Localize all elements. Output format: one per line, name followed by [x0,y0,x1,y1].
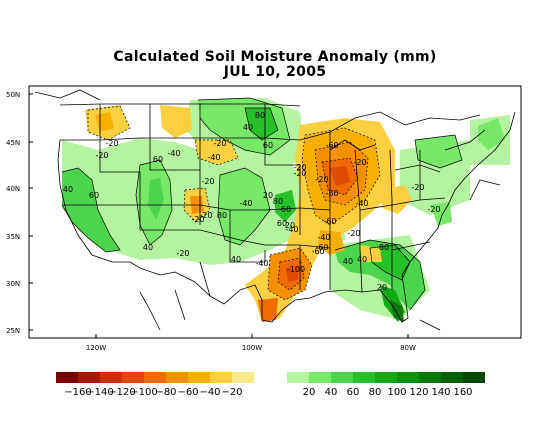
lon-label-80w: 80W [400,344,416,352]
lat-label-50n: 50N [6,91,20,99]
contour-label: 40 [357,255,367,264]
contour-label: -20 [293,169,306,178]
contour-label: 40 [63,185,73,194]
colorbar-label: −20 [221,387,242,398]
contour-label: 20 [285,221,295,230]
contour-label: -20 [213,139,226,148]
map-frame [28,85,522,339]
contour-label: -60 [323,217,336,226]
colorbar-swatch-wet-6 [419,372,441,383]
colorbar-swatch-wet-4 [375,372,397,383]
contour-label: -20 [293,163,306,172]
colorbar-swatch-dry-4 [144,372,166,383]
contour-label: 40 [143,243,153,252]
colorbar-swatch-dry-0 [56,372,78,383]
contour-label: 20 [377,283,387,292]
colorbar-label: 120 [409,387,428,398]
lat-label-35n: 35N [6,233,20,241]
contour-label: 40 [343,257,353,266]
contour-label: -20 [411,183,424,192]
contour-label: -20 [427,205,440,214]
colorbar-label: −100 [130,387,157,398]
lat-label-40n: 40N [6,185,20,193]
colorbar-swatch-dry-6 [188,372,210,383]
map-date: JUL 10, 2005 [223,64,327,80]
contour-label: -60 [311,247,324,256]
colorbar-label: −140 [86,387,113,398]
colorbar-swatch-wet-5 [397,372,419,383]
colorbar-label: 140 [431,387,450,398]
contour-label: -60 [315,243,328,252]
colorbar-swatch-dry-2 [100,372,122,383]
contour-label: 60 [89,191,99,200]
colorbar-swatch-dry-8 [232,372,254,383]
colorbar-label: −120 [108,387,135,398]
negative-contours [87,105,381,301]
contour-label: -40 [355,199,368,208]
boundaries [34,89,516,331]
contour-label: -20 [353,158,366,167]
contour-label: 60 [153,155,163,164]
colorbar: −160−140−120−100−80 −60 −40 −20 20 40 60 80 100 1… [56,372,485,398]
contour-label: -20 [176,249,189,258]
colorbar-swatch-wet-0 [287,372,309,383]
colorbar-label: 160 [453,387,472,398]
colorbar-swatch-wet-1 [309,372,331,383]
lon-label-100w: 100W [242,344,262,352]
contour-label: 20 [263,191,273,200]
contour-label: -20 [315,175,328,184]
contour-label: -20 [199,211,212,220]
contour-label: 80 [255,111,265,120]
contour-label: 80 [379,243,389,252]
colorbar-swatch-wet-3 [353,372,375,383]
contour-label: -40 [239,199,252,208]
contour-label: -100 [287,265,305,274]
colorbar-label: 80 [369,387,382,398]
contour-label: 40 [243,123,253,132]
lat-label-45n: 45N [6,139,20,147]
contour-label: 40 [231,255,241,264]
colorbar-label: −160 [64,387,91,398]
colorbar-swatch-wet-2 [331,372,353,383]
contour-label: -20 [191,215,204,224]
colorbar-swatch-dry-1 [78,372,100,383]
colorbar-label: 40 [325,387,338,398]
longitude-axis: 120W 100W 80W [86,334,416,352]
colorbar-label: 60 [347,387,360,398]
map-title: Calculated Soil Moisture Anomaly (mm) [113,49,437,65]
colorbar-label: 20 [303,387,316,398]
lat-label-25n: 25N [6,327,20,335]
colorbar-label: −60 [177,387,198,398]
contour-label: -20 [347,229,360,238]
contour-labels: -20-20-20-20-40 -40-20-20-20-60-20-40-60-… [63,111,441,292]
colorbar-swatch-dry-3 [122,372,144,383]
colorbar-swatch-dry-7 [210,372,232,383]
contour-label: 60 [263,141,273,150]
colorbar-label: 100 [387,387,406,398]
contour-label: -40 [207,153,220,162]
lat-label-30n: 30N [6,280,20,288]
contour-label: 80 [273,197,283,206]
contour-label: -40 [317,233,330,242]
contour-label: -20 [201,177,214,186]
colorbar-swatch-dry-5 [166,372,188,383]
contour-label: -60 [325,141,338,150]
lon-label-120w: 120W [86,344,106,352]
contour-label: 60 [281,205,291,214]
latitude-axis: 50N 45N 40N 35N 30N 25N [6,91,33,335]
contour-label: -40 [255,259,268,268]
contour-label: -40 [285,225,298,234]
contour-label: -40 [167,149,180,158]
contour-label: 60 [277,219,287,228]
contour-label: -60 [325,189,338,198]
colorbar-label: −80 [155,387,176,398]
colorbar-swatch-wet-8 [463,372,485,383]
positive-contours [61,97,463,311]
contour-label: -20 [105,139,118,148]
contour-label: 80 [217,211,227,220]
contour-label: -20 [95,151,108,160]
colorbar-label: −40 [199,387,220,398]
colorbar-swatch-wet-7 [441,372,463,383]
